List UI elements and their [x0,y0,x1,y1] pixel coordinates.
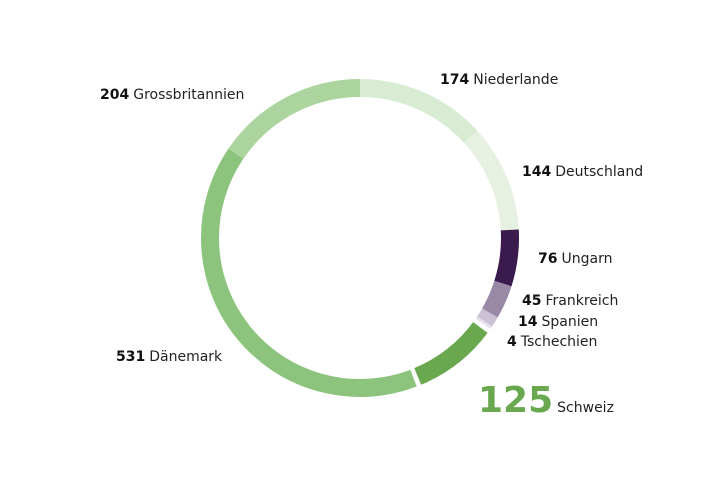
segment-label: 125 Schweiz [478,380,614,421]
segment-label: 76 Ungarn [538,251,612,267]
segment-label: 144 Deutschland [522,164,643,180]
donut-segment [201,148,417,397]
category-label: Tschechien [520,334,598,350]
donut-segment [463,130,519,231]
donut-segment [475,316,493,330]
segment-label: 14 Spanien [518,314,598,330]
donut-segment [228,79,361,159]
donut-segment [414,321,488,385]
donut-segment [482,280,512,318]
category-label: Ungarn [561,251,612,267]
value-label: 45 [522,293,541,309]
donut-segment [477,308,498,327]
category-label: Spanien [541,314,598,330]
category-label: Deutschland [555,164,643,180]
category-label: Grossbritannien [133,87,244,103]
value-label: 204 [100,87,129,103]
donut-segment [359,79,478,143]
segment-label: 531 Dänemark [116,349,223,365]
segment-label: 174 Niederlande [440,72,558,88]
segment-label: 4 Tschechien [507,334,597,350]
value-label: 144 [522,164,551,180]
category-label: Schweiz [557,400,614,416]
category-label: Niederlande [473,72,558,88]
value-label: 4 [507,334,517,350]
value-label: 531 [116,349,145,365]
segment-label: 204 Grossbritannien [100,87,244,103]
donut-segment [494,229,519,287]
category-label: Dänemark [149,349,223,365]
category-label: Frankreich [545,293,618,309]
value-label: 76 [538,251,557,267]
segment-label: 45 Frankreich [522,293,618,309]
value-label: 14 [518,314,538,330]
value-label: 174 [440,72,469,88]
value-label: 125 [478,380,553,421]
